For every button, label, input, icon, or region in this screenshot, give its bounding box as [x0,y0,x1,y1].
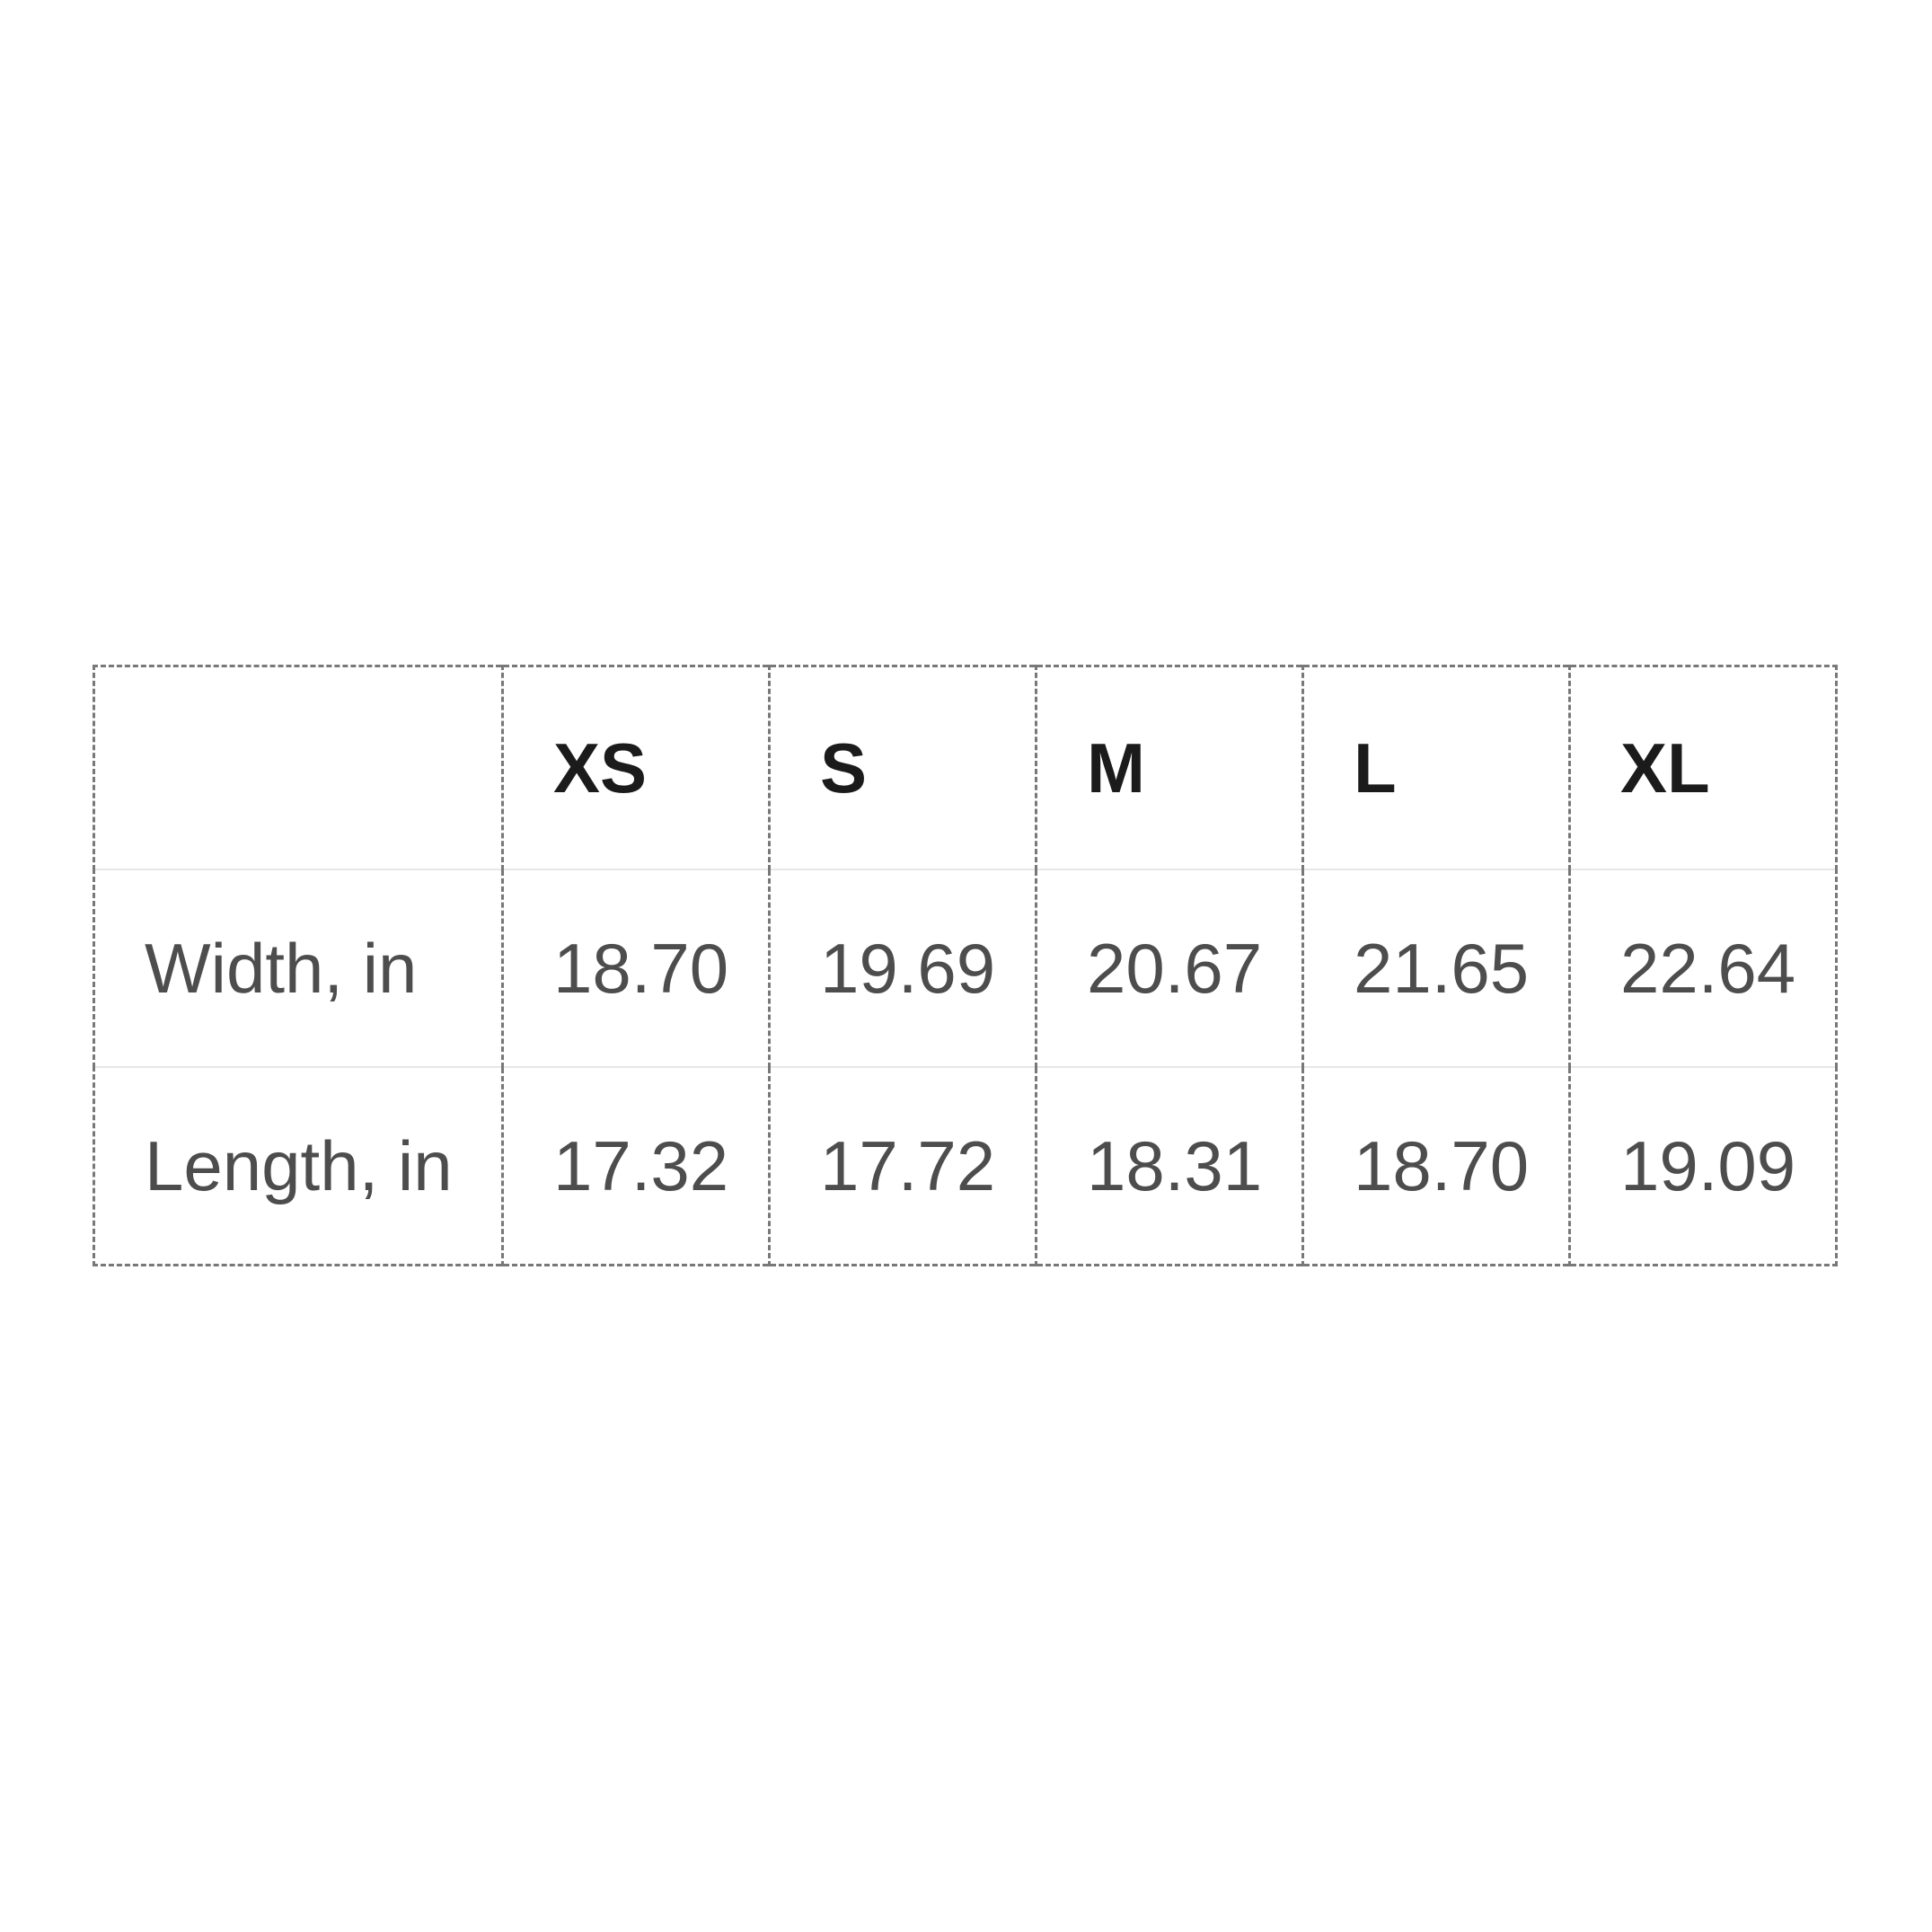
table-cell-length-xs: 17.32 [501,1065,770,1266]
table-cell-width-xs: 18.70 [501,868,770,1067]
table-cell-width-m: 20.67 [1035,868,1303,1067]
row-label-width: Width, in [93,868,503,1067]
table-header-row: XS S M L XL [94,666,1837,869]
column-header-l: L [1301,666,1570,869]
column-header-xl: XL [1568,666,1837,869]
table-row-length: Length, in 17.32 17.72 18.31 18.70 19.09 [93,1065,1837,1266]
size-chart-table: XS S M L XL Width, in 18.70 19.69 20.67 … [93,665,1838,1266]
column-header-s: S [768,666,1037,869]
table-row-width: Width, in 18.70 19.69 20.67 21.65 22.64 [93,868,1837,1067]
table-cell-length-xl: 19.09 [1568,1065,1837,1266]
column-header-m: M [1035,666,1303,869]
table-cell-width-l: 21.65 [1301,868,1570,1067]
corner-cell [94,666,503,869]
table-cell-length-m: 18.31 [1035,1065,1303,1266]
table-cell-width-xl: 22.64 [1568,868,1837,1067]
table-cell-width-s: 19.69 [768,868,1037,1067]
row-label-length: Length, in [93,1065,503,1266]
column-header-xs: XS [501,666,770,869]
table-cell-length-s: 17.72 [768,1065,1037,1266]
table-cell-length-l: 18.70 [1301,1065,1570,1266]
